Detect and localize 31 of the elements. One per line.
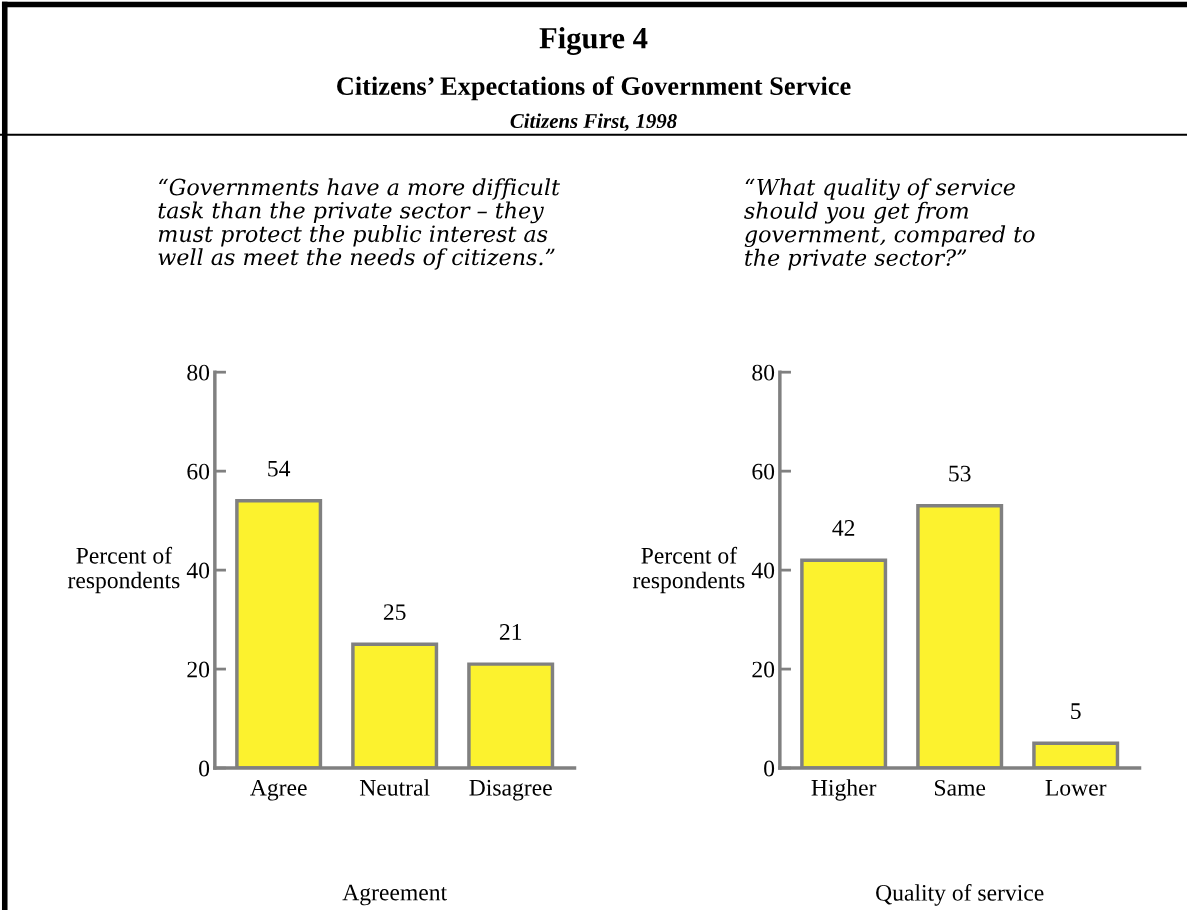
y-tick-label: 40	[751, 562, 775, 579]
text: Citizens First, 1998	[510, 113, 677, 132]
x-tick-label: Neutral	[359, 779, 430, 796]
y-axis-title: Percent of respondents	[67, 546, 180, 594]
chart-title: “Governments have a more difficult task than the private sector – they must protect the public interest as well as meet the needs of citizens.”	[158, 178, 561, 270]
y-tick-label: 80	[752, 364, 775, 381]
data-label: 21	[499, 624, 522, 640]
data-label: 25	[383, 604, 406, 621]
x-tick-label: Higher	[811, 779, 877, 801]
x-axis-title: Agreement	[342, 884, 447, 906]
data-label: 42	[832, 520, 855, 536]
y-tick-label: 80	[187, 364, 210, 381]
data-label: 5	[1071, 703, 1081, 720]
y-tick-label: 0	[764, 760, 775, 777]
data-label: 53	[949, 465, 971, 482]
x-tick-label: Agree	[250, 779, 307, 801]
y-tick-label: 20	[752, 661, 775, 678]
y-axis-title: Percent of respondents	[632, 546, 745, 594]
y-tick-label: 20	[187, 661, 210, 678]
data-label: 54	[268, 460, 291, 477]
y-tick-label: 0	[199, 760, 210, 777]
y-tick-label: 60	[752, 463, 775, 480]
x-tick-label: Same	[935, 779, 986, 796]
text: Citizens’ Expectations of Government Service	[337, 76, 851, 101]
x-tick-label: Lower	[1045, 780, 1107, 796]
y-tick-label: 40	[186, 562, 210, 579]
caption: Figure 4	[539, 26, 648, 55]
x-axis-title: Quality of service	[876, 883, 1044, 906]
y-tick-label: 60	[187, 463, 210, 480]
chart-title: “What quality of service should you get from government, compared to the private sector?”	[744, 178, 1035, 271]
x-tick-label: Disagree	[469, 779, 552, 801]
